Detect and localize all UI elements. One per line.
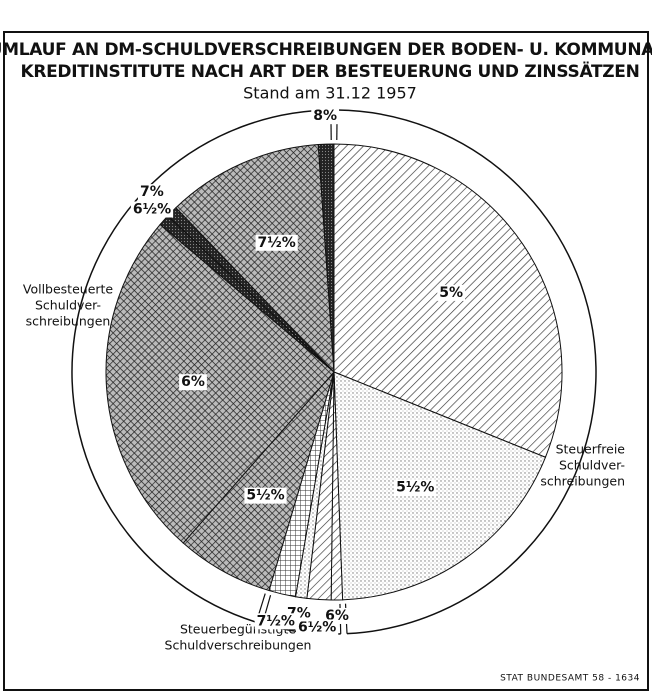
label-bg: [244, 487, 287, 504]
slice-label: 6½%: [298, 619, 336, 635]
label-bg: [295, 619, 339, 636]
pie-slice: [105, 223, 335, 544]
slice-label: 5%: [439, 285, 463, 301]
label-bg: [254, 613, 297, 630]
slice-label: 8%: [313, 108, 337, 124]
pie-slice: [175, 144, 335, 374]
title-line: UMLAUF AN DM-SCHULDVERSCHREIBUNGEN DER B…: [0, 40, 652, 60]
slice-label: 6½%: [133, 201, 171, 217]
slice-label: 5½%: [246, 488, 284, 504]
group-label: Schuldver-: [559, 458, 625, 473]
slice-label: 7%: [140, 184, 164, 200]
subtitle: Stand am 31.12 1957: [243, 84, 417, 103]
group-ring: [337, 109, 597, 635]
label-bg: [137, 184, 166, 201]
label-bg: [130, 201, 174, 218]
group-label: schreibungen: [26, 314, 111, 329]
group-label: schreibungen: [540, 474, 625, 489]
label-bg: [255, 234, 298, 251]
slice-label: 7½%: [257, 613, 295, 629]
label-bg: [394, 479, 437, 496]
slice-label: 5½%: [396, 480, 434, 496]
label-bg: [179, 374, 207, 391]
pie-slice: [333, 371, 547, 601]
title-line: KREDITINSTITUTE NACH ART DER BESTEUERUNG…: [20, 60, 639, 82]
footer: STAT BUNDESAMT 58 - 1634: [500, 674, 640, 684]
pie-slice: [317, 143, 335, 373]
frame: [3, 31, 649, 691]
group-ring: [71, 109, 331, 623]
label-bg: [437, 284, 466, 301]
slice-label: 6%: [181, 374, 205, 390]
slice-label: 7½%: [258, 235, 296, 251]
group-label: Schuldverschreibungen: [165, 638, 312, 653]
group-label: Steuerfreie: [556, 442, 626, 457]
label-bg: [311, 108, 340, 125]
group-label: Schuldver-: [35, 298, 101, 313]
group-label: Vollbesteuerte: [23, 282, 114, 297]
